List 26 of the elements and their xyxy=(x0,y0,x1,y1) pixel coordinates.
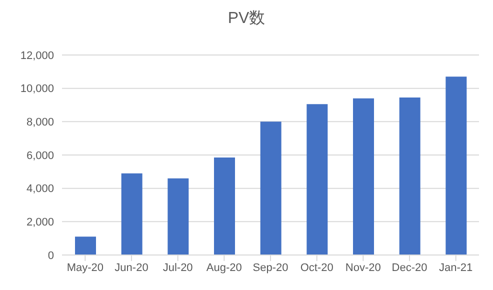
y-tick-label: 8,000 xyxy=(26,116,54,129)
y-tick-label: 4,000 xyxy=(26,183,54,196)
x-tick-label: Jul-20 xyxy=(162,262,193,274)
bar xyxy=(446,76,467,255)
x-tick-label: Jun-20 xyxy=(114,262,148,274)
x-tick-label: Jan-21 xyxy=(439,262,473,274)
x-tick-label: Nov-20 xyxy=(345,262,381,274)
bar xyxy=(168,178,189,255)
x-tick-label: Sep-20 xyxy=(252,262,288,274)
x-tick-label: May-20 xyxy=(66,262,104,274)
y-tick-label: 10,000 xyxy=(20,83,54,96)
bar xyxy=(353,98,374,255)
x-tick-label: Dec-20 xyxy=(392,262,428,274)
y-tick-label: 6,000 xyxy=(26,150,54,162)
bar xyxy=(214,158,235,255)
bar xyxy=(306,104,328,255)
bar xyxy=(121,173,142,255)
bar xyxy=(75,236,96,255)
x-tick-label: Aug-20 xyxy=(206,262,242,274)
bar xyxy=(260,122,282,255)
bar xyxy=(399,98,420,255)
chart-title: PV数 xyxy=(226,9,266,29)
y-tick-label: 0 xyxy=(48,250,54,262)
y-tick-label: 2,000 xyxy=(26,216,54,229)
y-tick-label: 12,000 xyxy=(20,50,54,62)
x-tick-label: Oct-20 xyxy=(300,262,334,274)
